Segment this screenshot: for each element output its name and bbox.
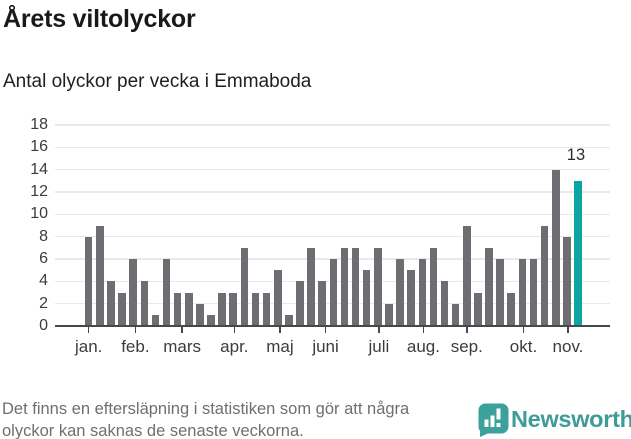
bar-week-41 bbox=[529, 259, 538, 326]
footer-note-line2: olyckor kan saknas de senaste veckorna. bbox=[2, 421, 304, 439]
gridline-y-8 bbox=[55, 235, 610, 238]
bar-week-45 bbox=[574, 180, 582, 326]
bar-week-11 bbox=[196, 303, 204, 326]
bar-week-42 bbox=[540, 225, 549, 326]
bar-week-25 bbox=[351, 247, 360, 326]
bar-week-3 bbox=[107, 281, 115, 326]
bar-week-33 bbox=[440, 281, 449, 326]
bar-week-32 bbox=[429, 247, 438, 326]
y-tick-label-18: 18 bbox=[30, 116, 48, 133]
y-tick-label-16: 16 bbox=[30, 138, 48, 156]
bar-week-36 bbox=[474, 292, 482, 326]
bar-week-22 bbox=[318, 281, 326, 326]
x-tick-okt bbox=[522, 327, 525, 333]
bar-week-27 bbox=[374, 247, 382, 326]
x-tick-label-nov: nov. bbox=[552, 337, 584, 356]
y-tick-label-2: 2 bbox=[39, 294, 48, 312]
bar-week-17 bbox=[262, 292, 271, 326]
x-tick-juni bbox=[324, 327, 327, 333]
bar-week-21 bbox=[307, 247, 315, 326]
footer-note-line1: Det finns en eftersläpning i statistiken… bbox=[2, 400, 410, 418]
bar-week-5 bbox=[129, 259, 137, 326]
bar-week-1 bbox=[84, 236, 93, 326]
bar-week-28 bbox=[385, 303, 393, 326]
bar-week-43 bbox=[551, 169, 560, 326]
y-tick-label-14: 14 bbox=[30, 160, 48, 178]
newsworthy-brand: Newsworthy bbox=[478, 403, 631, 438]
chart-subtitle: Antal olyckor per vecka i Emmaboda bbox=[3, 71, 312, 92]
x-tick-maj bbox=[279, 327, 281, 333]
bar-week-31 bbox=[418, 259, 427, 326]
newsworthy-logo-icon bbox=[478, 403, 509, 437]
y-tick-label-4: 4 bbox=[39, 272, 48, 290]
bar-week-38 bbox=[496, 259, 504, 326]
bar-week-39 bbox=[507, 292, 516, 326]
x-tick-juli bbox=[378, 327, 380, 333]
bar-week-44 bbox=[563, 236, 571, 326]
bar-week-30 bbox=[407, 270, 415, 326]
x-tick-label-aug: aug. bbox=[406, 337, 440, 356]
bar-week-29 bbox=[396, 259, 404, 326]
bar-week-6 bbox=[140, 281, 149, 326]
bar-week-19 bbox=[285, 314, 293, 326]
bar-week-23 bbox=[329, 259, 338, 326]
x-tick-label-apr: apr. bbox=[220, 337, 249, 356]
bar-week-9 bbox=[173, 292, 182, 326]
bar-week-4 bbox=[118, 292, 126, 326]
x-tick-label-feb: feb. bbox=[121, 337, 150, 356]
x-tick-feb bbox=[134, 327, 137, 333]
bar-value-annotation: 13 bbox=[566, 146, 586, 164]
bar-week-16 bbox=[251, 292, 260, 326]
bar-week-24 bbox=[340, 247, 349, 326]
y-tick-label-6: 6 bbox=[39, 250, 48, 267]
bar-week-37 bbox=[485, 247, 493, 326]
bar-week-12 bbox=[207, 314, 215, 326]
x-tick-jan bbox=[87, 327, 90, 333]
x-tick-sep bbox=[465, 327, 468, 333]
newsworthy-wordmark: Newsworthy bbox=[511, 406, 631, 432]
x-tick-label-juli: juli bbox=[368, 337, 390, 356]
x-tick-label-mars: mars bbox=[163, 337, 201, 356]
chart-title: Årets viltolyckor bbox=[3, 5, 196, 33]
x-tick-label-jan: jan. bbox=[74, 337, 103, 356]
bar-week-14 bbox=[229, 292, 238, 326]
bar-week-10 bbox=[184, 292, 193, 326]
bar-week-40 bbox=[518, 259, 527, 326]
bar-week-13 bbox=[218, 292, 226, 326]
bar-week-20 bbox=[296, 281, 304, 326]
footer-note: Det finns en eftersläpning i statistiken… bbox=[2, 399, 409, 439]
bar-week-26 bbox=[362, 270, 371, 326]
bar-week-34 bbox=[451, 303, 460, 326]
y-tick-label-12: 12 bbox=[30, 183, 48, 200]
bar-week-2 bbox=[96, 225, 104, 326]
x-tick-nov bbox=[567, 327, 569, 333]
x-tick-label-juni: juni bbox=[312, 337, 339, 356]
y-tick-label-10: 10 bbox=[30, 205, 48, 223]
x-axis-line bbox=[55, 324, 610, 328]
gridline-y-10 bbox=[55, 213, 610, 216]
bar-week-35 bbox=[462, 225, 471, 326]
gridline-y-16 bbox=[55, 146, 610, 149]
y-tick-label-0: 0 bbox=[39, 317, 48, 334]
x-tick-label-sep: sep. bbox=[450, 337, 483, 356]
gridline-y-14 bbox=[55, 168, 610, 171]
bar-week-18 bbox=[273, 270, 282, 326]
bar-week-15 bbox=[240, 247, 249, 326]
bar-week-7 bbox=[151, 314, 160, 326]
x-tick-label-okt: okt. bbox=[509, 337, 538, 356]
y-tick-label-8: 8 bbox=[39, 227, 48, 245]
x-tick-label-maj: maj bbox=[266, 337, 294, 356]
gridline-y-12 bbox=[55, 191, 610, 193]
x-tick-aug bbox=[422, 327, 425, 333]
x-tick-apr bbox=[233, 327, 236, 333]
x-tick-mars bbox=[181, 327, 183, 333]
gridline-y-18 bbox=[55, 124, 610, 126]
bar-week-8 bbox=[162, 259, 171, 326]
